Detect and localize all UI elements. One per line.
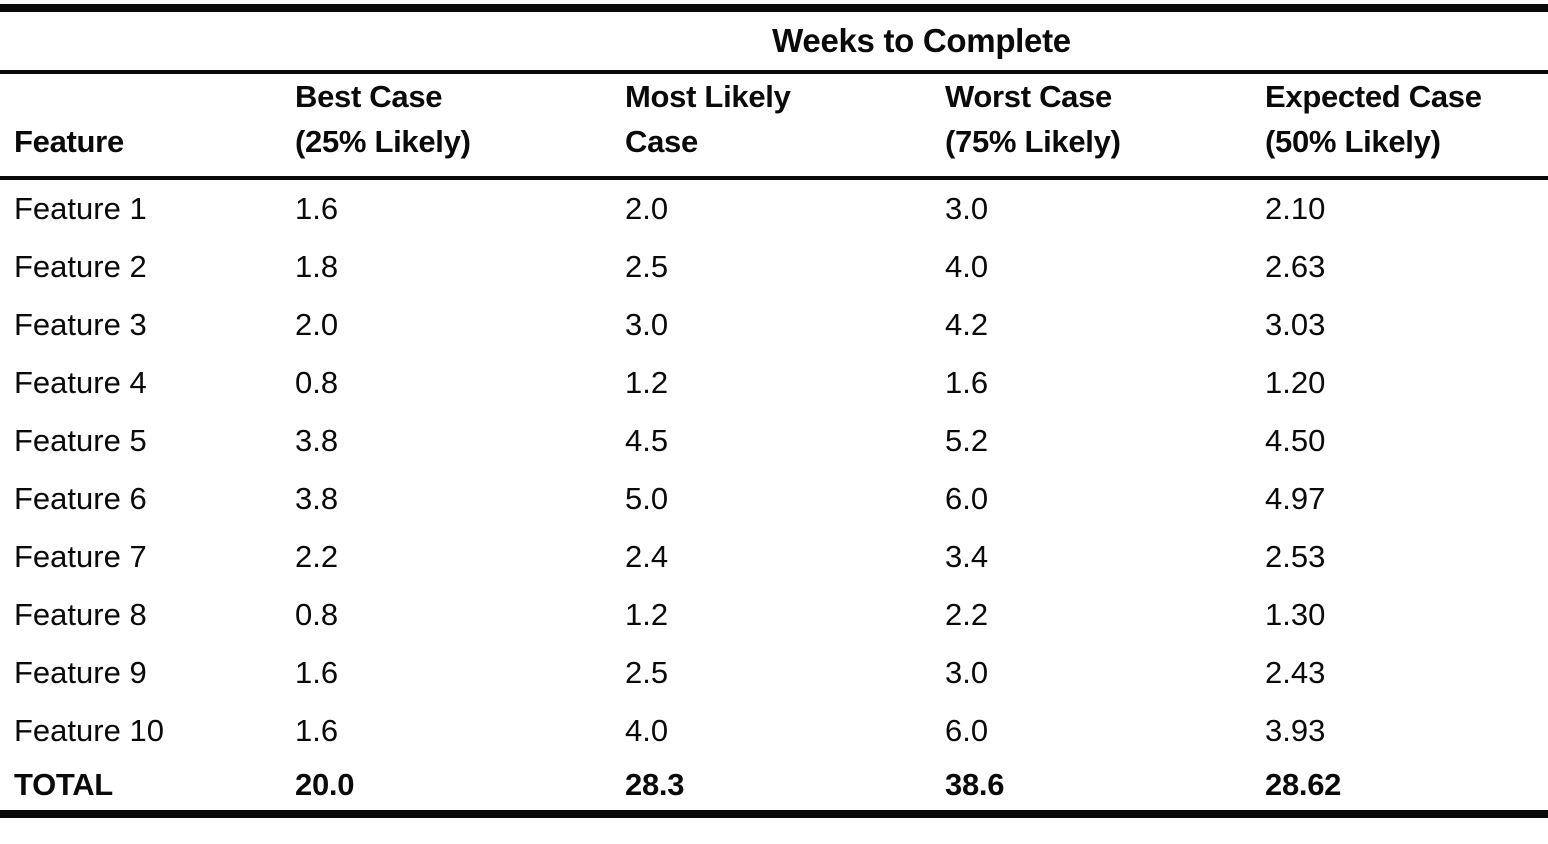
- table-row: Feature 7 2.2 2.4 3.4 2.53: [0, 528, 1548, 586]
- cell-expected-case: 3.93: [1265, 713, 1326, 748]
- total-expected-case: 28.62: [1265, 767, 1342, 802]
- top-rule: [0, 4, 1548, 12]
- cell-worst-case: 4.2: [945, 307, 989, 342]
- cell-best-case: 0.8: [295, 597, 339, 632]
- column-header-worst-case-line2: (75% Likely): [945, 124, 1121, 159]
- cell-most-likely: 3.0: [625, 307, 669, 342]
- cell-most-likely: 1.2: [625, 365, 669, 400]
- cell-most-likely: 5.0: [625, 481, 669, 516]
- spanner-row: Weeks to Complete: [0, 12, 1548, 70]
- cell-worst-case: 3.4: [945, 539, 989, 574]
- column-header-worst-case: Worst Case (75% Likely): [945, 74, 1265, 164]
- cell-most-likely: 4.0: [625, 713, 669, 748]
- cell-worst-case: 3.0: [945, 655, 989, 690]
- table-row: Feature 9 1.6 2.5 3.0 2.43: [0, 644, 1548, 702]
- column-header-best-case: Best Case (25% Likely): [295, 74, 625, 164]
- column-header-best-case-line1: Best Case: [295, 79, 443, 114]
- cell-best-case: 1.6: [295, 191, 339, 226]
- table-row: Feature 4 0.8 1.2 1.6 1.20: [0, 354, 1548, 412]
- cell-feature: Feature 7: [14, 539, 147, 574]
- cell-expected-case: 2.53: [1265, 539, 1326, 574]
- table-total-row: TOTAL 20.0 28.3 38.6 28.62: [0, 760, 1548, 810]
- cell-feature: Feature 10: [14, 713, 164, 748]
- table-row: Feature 1 1.6 2.0 3.0 2.10: [0, 180, 1548, 238]
- cell-feature: Feature 9: [14, 655, 147, 690]
- table-row: Feature 2 1.8 2.5 4.0 2.63: [0, 238, 1548, 296]
- cell-most-likely: 1.2: [625, 597, 669, 632]
- cell-best-case: 1.6: [295, 713, 339, 748]
- cell-best-case: 3.8: [295, 423, 339, 458]
- cell-worst-case: 6.0: [945, 713, 989, 748]
- cell-feature: Feature 4: [14, 365, 147, 400]
- cell-best-case: 2.2: [295, 539, 339, 574]
- cell-worst-case: 4.0: [945, 249, 989, 284]
- cell-expected-case: 1.30: [1265, 597, 1326, 632]
- cell-most-likely: 2.5: [625, 249, 669, 284]
- cell-best-case: 3.8: [295, 481, 339, 516]
- cell-most-likely: 4.5: [625, 423, 669, 458]
- column-header-best-case-line2: (25% Likely): [295, 124, 471, 159]
- header-bottom-rule: [0, 176, 1548, 180]
- total-label: TOTAL: [14, 767, 113, 802]
- total-most-likely: 28.3: [625, 767, 685, 802]
- bottom-rule: [0, 810, 1548, 818]
- table-spanner-title: Weeks to Complete: [772, 22, 1071, 59]
- table-row: Feature 10 1.6 4.0 6.0 3.93: [0, 702, 1548, 760]
- cell-feature: Feature 3: [14, 307, 147, 342]
- cell-feature: Feature 5: [14, 423, 147, 458]
- table-body: Feature 1 1.6 2.0 3.0 2.10 Feature 2 1.8…: [0, 180, 1548, 810]
- table-row: Feature 3 2.0 3.0 4.2 3.03: [0, 296, 1548, 354]
- column-header-most-likely-case: Most Likely Case: [625, 74, 945, 164]
- cell-expected-case: 1.20: [1265, 365, 1326, 400]
- cell-best-case: 1.8: [295, 249, 339, 284]
- spanner-bottom-rule: [0, 70, 1548, 74]
- cell-expected-case: 4.97: [1265, 481, 1326, 516]
- cell-worst-case: 3.0: [945, 191, 989, 226]
- column-header-expected-case-line2: (50% Likely): [1265, 124, 1441, 159]
- cell-feature: Feature 8: [14, 597, 147, 632]
- cell-expected-case: 2.63: [1265, 249, 1326, 284]
- column-header-most-likely-case-line2: Case: [625, 124, 698, 159]
- table-row: Feature 5 3.8 4.5 5.2 4.50: [0, 412, 1548, 470]
- cell-most-likely: 2.4: [625, 539, 669, 574]
- cell-best-case: 1.6: [295, 655, 339, 690]
- total-worst-case: 38.6: [945, 767, 1005, 802]
- cell-worst-case: 1.6: [945, 365, 989, 400]
- cell-worst-case: 2.2: [945, 597, 989, 632]
- table-row: Feature 8 0.8 1.2 2.2 1.30: [0, 586, 1548, 644]
- cell-expected-case: 3.03: [1265, 307, 1326, 342]
- cell-expected-case: 2.10: [1265, 191, 1326, 226]
- total-best-case: 20.0: [295, 767, 355, 802]
- cell-feature: Feature 2: [14, 249, 147, 284]
- cell-best-case: 2.0: [295, 307, 339, 342]
- column-header-expected-case-line1: Expected Case: [1265, 79, 1482, 114]
- column-header-row: Feature Best Case (25% Likely) Most Like…: [0, 74, 1548, 176]
- cell-worst-case: 6.0: [945, 481, 989, 516]
- column-header-feature: Feature: [14, 124, 124, 159]
- cell-best-case: 0.8: [295, 365, 339, 400]
- cell-feature: Feature 6: [14, 481, 147, 516]
- cell-expected-case: 4.50: [1265, 423, 1326, 458]
- cell-most-likely: 2.5: [625, 655, 669, 690]
- cell-feature: Feature 1: [14, 191, 147, 226]
- column-header-most-likely-case-line1: Most Likely: [625, 79, 791, 114]
- column-header-worst-case-line1: Worst Case: [945, 79, 1112, 114]
- table-row: Feature 6 3.8 5.0 6.0 4.97: [0, 470, 1548, 528]
- cell-most-likely: 2.0: [625, 191, 669, 226]
- column-header-expected-case: Expected Case (50% Likely): [1265, 74, 1548, 164]
- cell-expected-case: 2.43: [1265, 655, 1326, 690]
- cell-worst-case: 5.2: [945, 423, 989, 458]
